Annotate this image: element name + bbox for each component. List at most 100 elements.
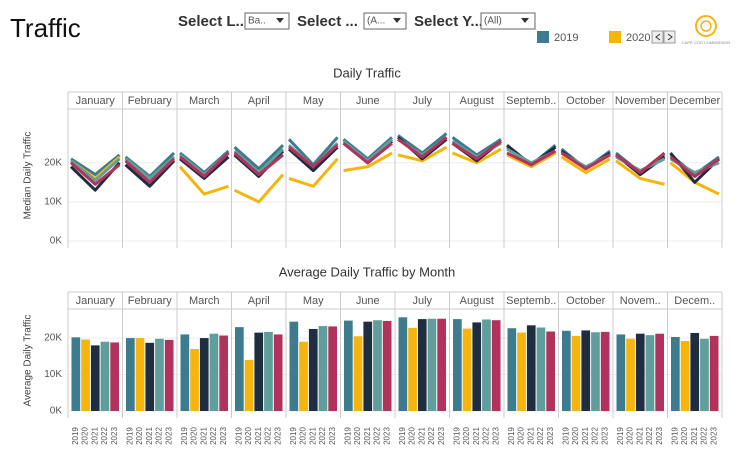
traffic-line: [397, 145, 448, 163]
year-label: 2020: [190, 427, 199, 445]
dropdown-value: (A...: [367, 16, 385, 27]
legend-prev[interactable]: [651, 30, 664, 44]
year-label: 2023: [600, 427, 609, 445]
bar: [398, 317, 408, 411]
year-label: 2023: [709, 427, 718, 445]
bar: [600, 331, 610, 411]
year-label: 2022: [264, 427, 273, 445]
traffic-line: [343, 151, 393, 173]
year-label: 2022: [373, 427, 382, 445]
year-label: 2023: [328, 427, 337, 445]
year-label: 2023: [164, 427, 173, 445]
month-header: Novem..: [620, 295, 661, 307]
bar: [90, 345, 100, 411]
year-label: 2023: [546, 427, 555, 445]
bar: [581, 330, 591, 411]
bar: [437, 318, 446, 411]
year-label: 2023: [655, 427, 664, 445]
year-label: 2019: [180, 427, 189, 445]
year-label: 2020: [571, 427, 580, 445]
month-header: November: [615, 95, 666, 107]
year-label: 2019: [507, 427, 516, 445]
bar: [462, 328, 472, 411]
year-label: 2019: [234, 427, 243, 445]
bar: [180, 334, 190, 411]
traffic-line: [124, 159, 176, 188]
traffic-line: [451, 147, 502, 165]
bar: [671, 336, 680, 411]
month-header: Septemb..: [506, 95, 556, 107]
y-tick-label: 20K: [44, 333, 62, 344]
legend-next[interactable]: [663, 30, 676, 44]
y-axis-title: Median Daily Traffic: [23, 132, 34, 220]
y-tick-label: 20K: [44, 157, 62, 168]
year-label: 2019: [125, 427, 134, 445]
bar: [453, 319, 462, 411]
traffic-line: [288, 157, 339, 188]
bar: [190, 349, 199, 411]
bar: [135, 338, 145, 411]
month-header: May: [303, 295, 324, 307]
bar: [472, 322, 482, 411]
dropdown-arrow: [521, 18, 529, 23]
bar: [145, 342, 155, 411]
year-label: 2021: [308, 427, 317, 445]
year-label: 2020: [353, 427, 362, 445]
traffic-line: [178, 165, 229, 196]
year-label: 2022: [536, 427, 545, 445]
bar: [645, 335, 655, 411]
year-label: 2020: [299, 427, 308, 445]
month-header: December: [669, 95, 720, 107]
bar: [254, 332, 264, 411]
month-header: Decem..: [674, 295, 715, 307]
dropdown[interactable]: [244, 12, 290, 30]
month-header: October: [566, 95, 605, 107]
y-axis-title: Average Daily Traffic: [23, 315, 34, 407]
bar: [344, 320, 353, 411]
bar: [591, 332, 600, 411]
bar: [562, 330, 571, 411]
traffic-line: [342, 138, 393, 163]
month-header: July: [412, 95, 432, 107]
year-label: 2022: [100, 427, 109, 445]
month-header: Septemb..: [506, 295, 556, 307]
y-tick-label: 0K: [50, 406, 63, 417]
month-header: January: [76, 95, 116, 107]
month-header: February: [128, 295, 173, 307]
traffic-line: [70, 153, 121, 177]
bar: [655, 333, 664, 411]
year-label: 2020: [680, 427, 689, 445]
year-label: 2021: [472, 427, 481, 445]
bar: [308, 328, 318, 411]
traffic-line: [506, 149, 557, 167]
legend-label: 2020: [626, 32, 650, 44]
chart-title: Daily Traffic: [333, 65, 401, 80]
dropdown[interactable]: [363, 12, 407, 30]
year-label: 2022: [209, 427, 218, 445]
dropdown[interactable]: [480, 12, 536, 30]
bar: [408, 327, 417, 411]
bar: [199, 338, 209, 411]
logo-text: CAPE COD COMMISSION: [682, 40, 730, 45]
year-label: 2022: [645, 427, 654, 445]
traffic-line: [288, 146, 339, 173]
traffic-line: [560, 155, 611, 175]
year-label: 2023: [219, 427, 228, 445]
year-label: 2021: [90, 427, 99, 445]
traffic-line: [233, 173, 285, 204]
year-label: 2023: [491, 427, 500, 445]
year-label: 2020: [462, 427, 471, 445]
bar: [71, 337, 81, 411]
year-label: 2020: [244, 427, 253, 445]
traffic-line: [560, 151, 611, 171]
year-label: 2023: [273, 427, 282, 445]
traffic-line: [615, 151, 666, 175]
traffic-line: [124, 157, 176, 184]
bar: [209, 333, 219, 411]
legend-swatch: [537, 31, 549, 43]
year-label: 2021: [363, 427, 372, 445]
traffic-line: [70, 161, 121, 186]
year-label: 2019: [561, 427, 570, 445]
bar: [244, 359, 254, 411]
month-header: January: [76, 295, 116, 307]
